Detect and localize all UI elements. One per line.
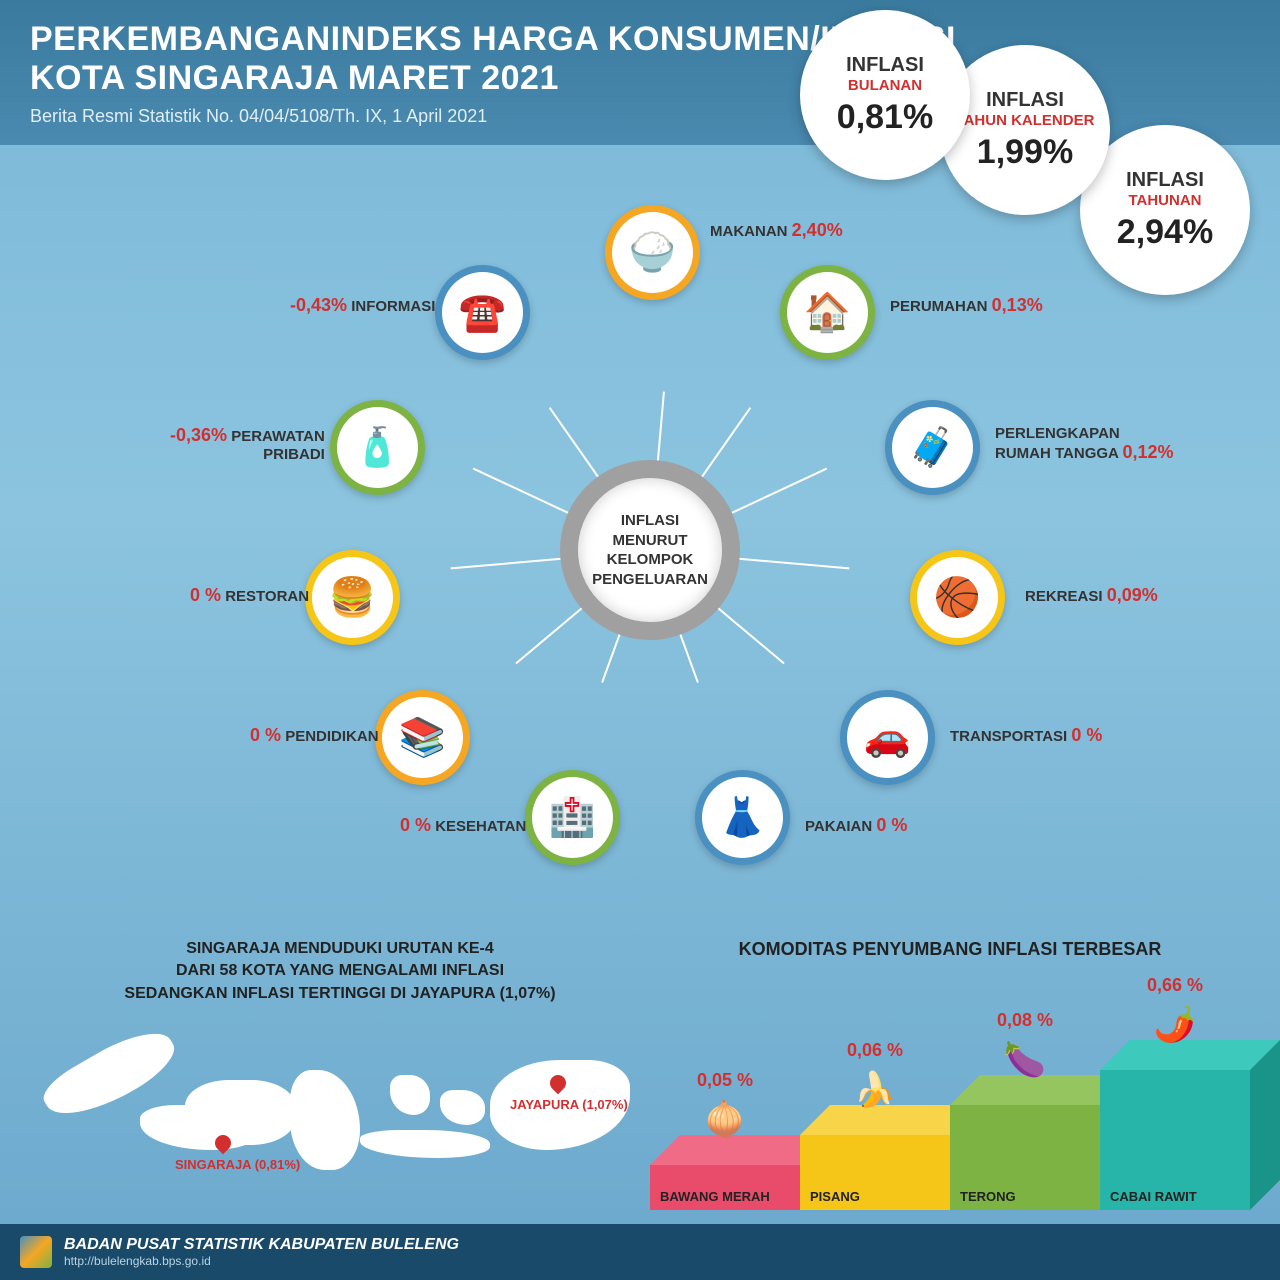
footer-org: BADAN PUSAT STATISTIK KABUPATEN BULELENG	[64, 1236, 459, 1254]
summary-circles: INFLASI BULANAN 0,81% INFLASI TAHUN KALE…	[800, 10, 1250, 295]
category-label: 0 % RESTORAN	[190, 585, 309, 606]
category-label: 0 % PENDIDIKAN	[250, 725, 379, 746]
category-node: 🧴	[330, 400, 425, 495]
bar-chart-section: KOMODITAS PENYUMBANG INFLASI TERBESAR 0,…	[650, 939, 1250, 1210]
footer: BADAN PUSAT STATISTIK KABUPATEN BULELENG…	[0, 1224, 1280, 1280]
category-node: 🏀	[910, 550, 1005, 645]
bar-value: 0,08 %	[997, 1010, 1053, 1031]
center-text: INFLASIMENURUTKELOMPOKPENGELUARAN	[592, 511, 708, 589]
category-node: ☎️	[435, 265, 530, 360]
bar-value: 0,66 %	[1147, 975, 1203, 996]
category-icon: 🍚	[629, 231, 676, 275]
category-label: PERLENGKAPANRUMAH TANGGA 0,12%	[995, 425, 1174, 463]
commodity-icon: 🌶️	[1154, 1005, 1196, 1045]
bar-item: 0,08 %🍆TERONG	[950, 1105, 1100, 1210]
category-node: 🏥	[525, 770, 620, 865]
bps-logo-icon	[20, 1236, 52, 1268]
commodity-icon: 🍆	[1004, 1040, 1046, 1080]
bar-item: 0,66 %🌶️CABAI RAWIT	[1100, 1070, 1250, 1210]
bar-label: PISANG	[810, 1189, 860, 1204]
bar-item: 0,05 %🧅BAWANG MERAH	[650, 1165, 800, 1210]
category-label: -0,43% INFORMASI	[290, 295, 435, 316]
map-section: SINGARAJA MENDUDUKI URUTAN KE-4DARI 58 K…	[30, 938, 650, 1200]
category-node: 🚗	[840, 690, 935, 785]
map-pin-label: SINGARAJA (0,81%)	[175, 1157, 300, 1172]
indonesia-map: SINGARAJA (0,81%) JAYAPURA (1,07%)	[30, 1020, 650, 1200]
circle-bulanan: INFLASI BULANAN 0,81%	[800, 10, 970, 180]
category-icon: 👗	[719, 796, 766, 840]
category-label: PAKAIAN 0 %	[805, 815, 907, 836]
category-icon: ☎️	[459, 291, 506, 335]
category-label: -0,36% PERAWATANPRIBADI	[170, 425, 325, 463]
category-icon: 🏥	[549, 796, 596, 840]
map-pin-label: JAYAPURA (1,07%)	[510, 1097, 628, 1112]
category-label: TRANSPORTASI 0 %	[950, 725, 1102, 746]
category-icon: 🧳	[909, 426, 956, 470]
bar-item: 0,06 %🍌PISANG	[800, 1135, 950, 1210]
category-icon: 🧴	[354, 426, 401, 470]
category-icon: 🏠	[804, 291, 851, 335]
category-icon: 📚	[399, 716, 446, 760]
category-label: PERUMAHAN 0,13%	[890, 295, 1043, 316]
category-label: REKREASI 0,09%	[1025, 585, 1158, 606]
bar-label: CABAI RAWIT	[1110, 1189, 1197, 1204]
center-hub: INFLASIMENURUTKELOMPOKPENGELUARAN	[560, 460, 740, 640]
category-node: 👗	[695, 770, 790, 865]
category-label: 0 % KESEHATAN	[400, 815, 526, 836]
map-title: SINGARAJA MENDUDUKI URUTAN KE-4DARI 58 K…	[30, 938, 650, 1005]
category-node: 🧳	[885, 400, 980, 495]
bar-label: BAWANG MERAH	[660, 1189, 770, 1204]
commodity-icon: 🧅	[704, 1100, 746, 1140]
category-icon: 🚗	[864, 716, 911, 760]
commodity-icon: 🍌	[854, 1070, 896, 1110]
category-node: 📚	[375, 690, 470, 785]
category-icon: 🏀	[934, 576, 981, 620]
bar-chart-title: KOMODITAS PENYUMBANG INFLASI TERBESAR	[650, 939, 1250, 960]
bar-value: 0,06 %	[847, 1040, 903, 1061]
bar-value: 0,05 %	[697, 1070, 753, 1091]
footer-url: http://bulelengkab.bps.go.id	[64, 1254, 459, 1268]
bar-chart: 0,05 %🧅BAWANG MERAH0,06 %🍌PISANG0,08 %🍆T…	[650, 1010, 1250, 1210]
bar-label: TERONG	[960, 1189, 1016, 1204]
category-node: 🍚	[605, 205, 700, 300]
category-icon: 🍔	[329, 576, 376, 620]
category-node: 🍔	[305, 550, 400, 645]
